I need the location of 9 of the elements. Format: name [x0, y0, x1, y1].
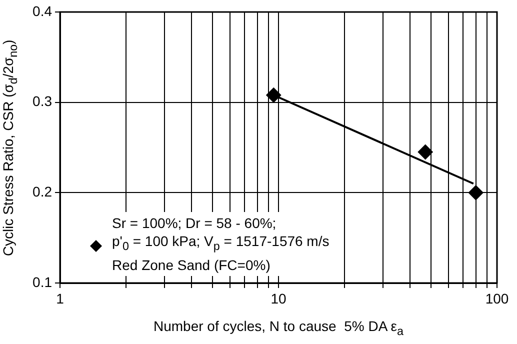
y-tick-label: 0.4: [32, 2, 52, 19]
y-tick-label: 0.3: [32, 93, 52, 110]
y-tick-label: 0.2: [32, 184, 52, 200]
x-tick-label: 10: [270, 290, 286, 306]
x-tick-label: 100: [485, 290, 509, 306]
y-tick-label: 0.1: [32, 274, 52, 290]
x-tick-label: 1: [56, 290, 64, 306]
x-axis-title: Number of cycles, N to cause 5% DA ε$_{a}$: [152, 318, 405, 338]
legend-label: Sr = 100%; Dr = 58 - 60%; p'$_{0}$ = 100 kPa; V$_{p}$ = 1517-1576 m/s Red Zone Sand (FC=0%): [112, 214, 330, 274]
